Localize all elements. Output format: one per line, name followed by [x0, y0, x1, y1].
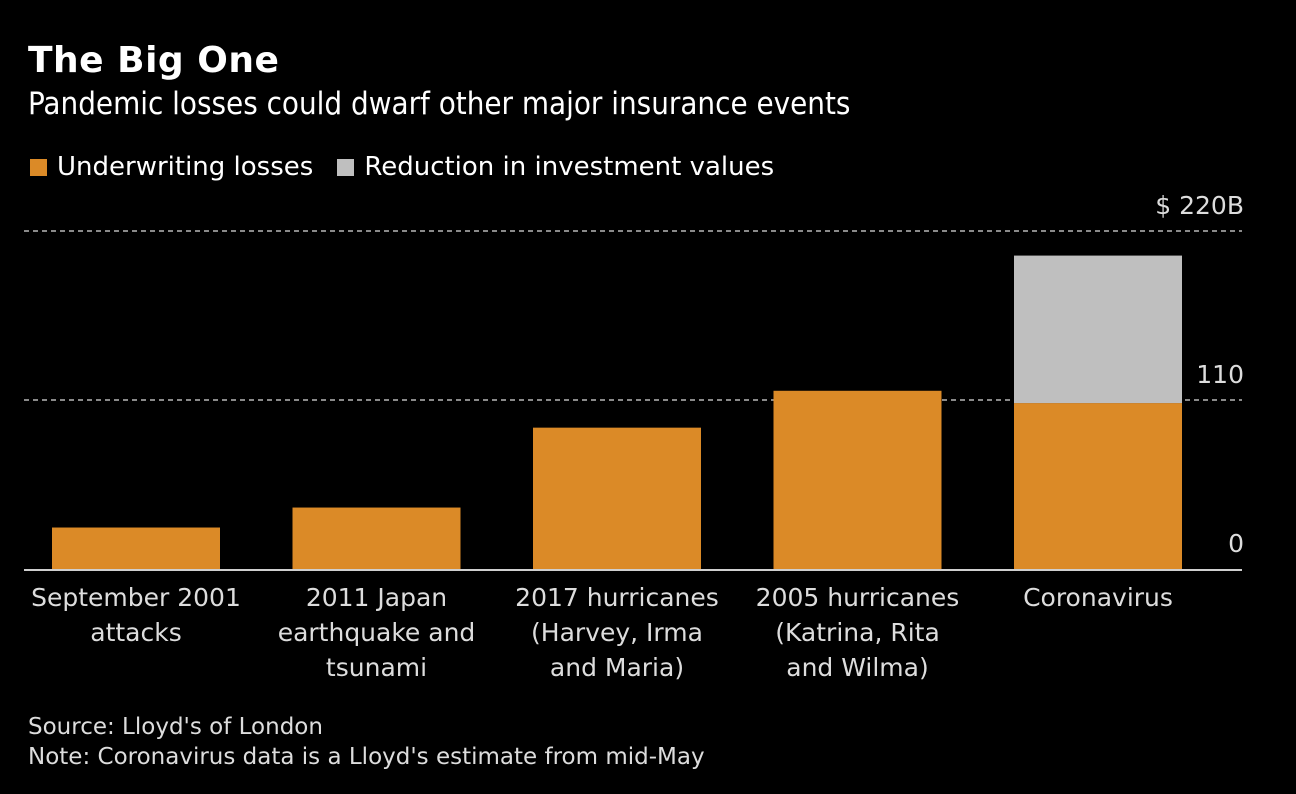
y-tick-label: 0 — [1228, 529, 1244, 558]
legend-label-investment: Reduction in investment values — [364, 152, 775, 182]
bar-underwriting — [52, 527, 220, 569]
bar-investment — [1014, 255, 1182, 404]
chart-title: The Big One — [28, 40, 280, 81]
x-category-label: Coronavirus — [1023, 583, 1173, 612]
x-category-label: earthquake and — [278, 618, 476, 647]
legend-item-underwriting: Underwriting losses — [30, 152, 313, 182]
footer: Source: Lloyd's of London Note: Coronavi… — [28, 712, 705, 772]
legend: Underwriting losses Reduction in investm… — [30, 152, 798, 182]
bar-underwriting — [292, 507, 461, 569]
legend-swatch-investment — [337, 158, 355, 176]
x-category-label: 2011 Japan — [306, 583, 447, 612]
x-category-label: 2005 hurricanes — [756, 583, 960, 612]
bar-underwriting — [533, 427, 701, 569]
x-category-label: tsunami — [326, 653, 427, 682]
y-tick-label: 110 — [1196, 360, 1244, 389]
x-category-label: (Katrina, Rita — [775, 618, 940, 647]
y-tick-label: $ 220B — [1155, 191, 1244, 220]
chart-subtitle: Pandemic losses could dwarf other major … — [28, 86, 851, 122]
legend-item-investment: Reduction in investment values — [337, 152, 774, 182]
x-category-label: (Harvey, Irma — [531, 618, 703, 647]
bar-underwriting — [1014, 403, 1182, 569]
x-category-label: and Maria) — [550, 653, 684, 682]
x-category-label: attacks — [90, 618, 182, 647]
bar-underwriting — [773, 390, 942, 569]
legend-label-underwriting: Underwriting losses — [57, 152, 314, 182]
x-category-label: September 2001 — [31, 583, 241, 612]
source-note: Source: Lloyd's of London — [28, 714, 323, 740]
x-category-label: 2017 hurricanes — [515, 583, 719, 612]
legend-swatch-underwriting — [30, 158, 47, 176]
x-category-label: and Wilma) — [786, 653, 928, 682]
data-note: Note: Coronavirus data is a Lloyd's esti… — [28, 744, 705, 770]
